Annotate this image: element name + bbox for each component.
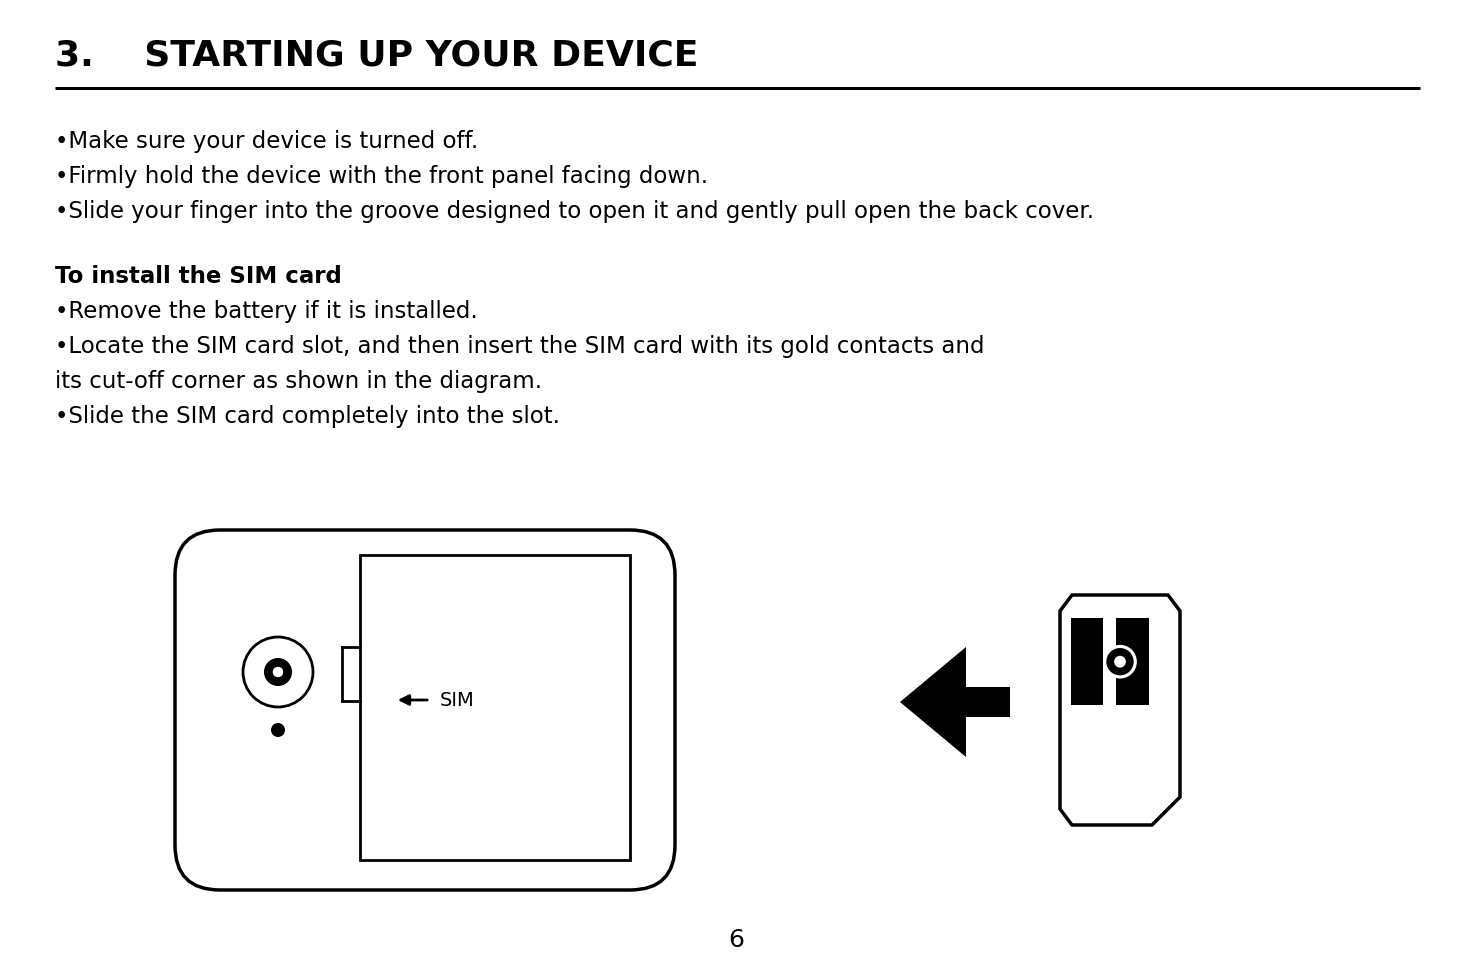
Text: •Firmly hold the device with the front panel facing down.: •Firmly hold the device with the front p… (54, 165, 708, 188)
FancyBboxPatch shape (175, 530, 676, 890)
Circle shape (1107, 649, 1132, 675)
Text: SIM: SIM (440, 690, 475, 710)
Text: its cut-off corner as shown in the diagram.: its cut-off corner as shown in the diagr… (54, 370, 542, 393)
Bar (361, 555, 630, 860)
Text: 6: 6 (729, 928, 743, 952)
Circle shape (243, 637, 314, 707)
Text: To install the SIM card: To install the SIM card (54, 265, 342, 288)
Circle shape (1103, 644, 1136, 679)
Polygon shape (1060, 595, 1181, 825)
Circle shape (265, 659, 291, 685)
Circle shape (272, 667, 283, 678)
Bar (1070, 618, 1103, 705)
Text: 3.    STARTING UP YOUR DEVICE: 3. STARTING UP YOUR DEVICE (54, 38, 699, 72)
Circle shape (1114, 656, 1126, 668)
Bar (1116, 618, 1148, 705)
Polygon shape (899, 647, 1010, 757)
Text: •Make sure your device is turned off.: •Make sure your device is turned off. (54, 130, 478, 153)
Circle shape (271, 723, 286, 737)
Text: •Remove the battery if it is installed.: •Remove the battery if it is installed. (54, 300, 478, 323)
Text: •Slide your finger into the groove designed to open it and gently pull open the : •Slide your finger into the groove desig… (54, 200, 1094, 223)
Text: •Locate the SIM card slot, and then insert the SIM card with its gold contacts a: •Locate the SIM card slot, and then inse… (54, 335, 985, 358)
Text: •Slide the SIM card completely into the slot.: •Slide the SIM card completely into the … (54, 405, 559, 428)
